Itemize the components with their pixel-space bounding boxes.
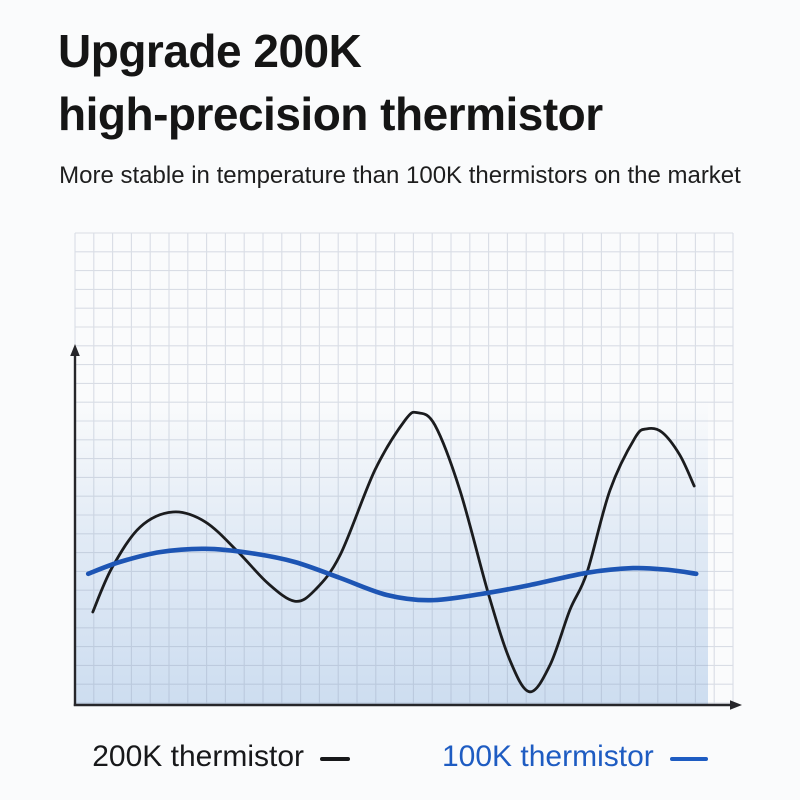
page-subtitle: More stable in temperature than 100K the…	[59, 162, 741, 189]
title-line-2: high-precision thermistor	[58, 88, 603, 140]
curve-100k-thermistor	[85, 546, 699, 603]
chart-legend: 200K thermistor 100K thermistor	[0, 740, 800, 774]
page-title: Upgrade 200K high-precision thermistor	[58, 20, 603, 146]
legend-dash-100k-icon	[669, 756, 708, 761]
legend-dash-200k-icon	[320, 756, 350, 761]
title-line-1: Upgrade 200K	[58, 25, 362, 77]
legend-label-100k: 100K thermistor	[442, 740, 654, 773]
legend-item-100k: 100K thermistor	[442, 740, 708, 774]
chart-area-fill	[75, 400, 708, 705]
legend-item-200k: 200K thermistor	[92, 740, 350, 774]
curve-200k-thermistor	[91, 410, 696, 694]
x-axis-arrow-icon	[730, 700, 742, 710]
legend-label-200k: 200K thermistor	[92, 740, 304, 773]
y-axis-arrow-icon	[70, 344, 80, 356]
